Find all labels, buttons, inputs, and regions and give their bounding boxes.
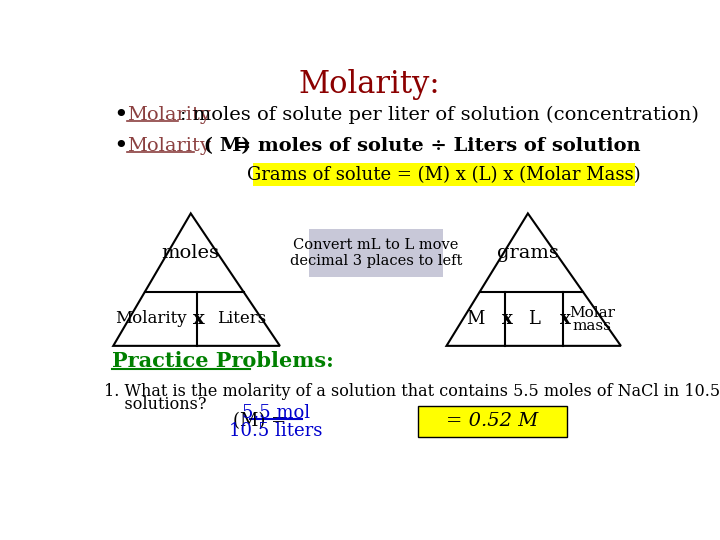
Text: Molarity: Molarity [115, 310, 187, 327]
Text: moles: moles [162, 244, 220, 262]
Text: x: x [502, 310, 513, 328]
Text: •: • [113, 103, 128, 127]
Text: : moles of solute per liter of solution (concentration): : moles of solute per liter of solution … [180, 106, 699, 124]
Text: grams: grams [497, 244, 559, 262]
Text: Molarity:: Molarity: [298, 69, 440, 100]
FancyBboxPatch shape [418, 406, 567, 437]
Text: Molarity: Molarity [127, 137, 211, 154]
Text: = 0.52 M: = 0.52 M [446, 413, 539, 430]
FancyBboxPatch shape [310, 229, 443, 276]
FancyBboxPatch shape [253, 164, 635, 186]
Text: Molarity: Molarity [127, 106, 211, 124]
Text: x: x [559, 310, 570, 328]
Text: M: M [467, 310, 485, 328]
Text: (M) =: (M) = [233, 413, 292, 430]
Text: ( M): ( M) [197, 137, 251, 154]
Text: 5.5 mol: 5.5 mol [242, 404, 310, 422]
Text: 1. What is the molarity of a solution that contains 5.5 moles of NaCl in 10.5 li: 1. What is the molarity of a solution th… [104, 383, 720, 400]
Text: Liters: Liters [217, 310, 266, 327]
Text: L: L [528, 310, 539, 328]
Text: 10.5 liters: 10.5 liters [229, 422, 323, 440]
Text: Molar: Molar [569, 306, 615, 320]
Text: •: • [113, 134, 128, 158]
Text: Practice Problems:: Practice Problems: [112, 351, 333, 372]
Text: x: x [193, 310, 204, 328]
Text: = moles of solute ÷ Liters of solution: = moles of solute ÷ Liters of solution [228, 137, 641, 154]
Text: solutions?: solutions? [104, 396, 207, 413]
Text: Grams of solute = (M) x (L) x (Molar Mass): Grams of solute = (M) x (L) x (Molar Mas… [247, 166, 641, 184]
Text: Convert mL to L move
decimal 3 places to left: Convert mL to L move decimal 3 places to… [289, 238, 462, 268]
Text: mass: mass [572, 319, 611, 333]
